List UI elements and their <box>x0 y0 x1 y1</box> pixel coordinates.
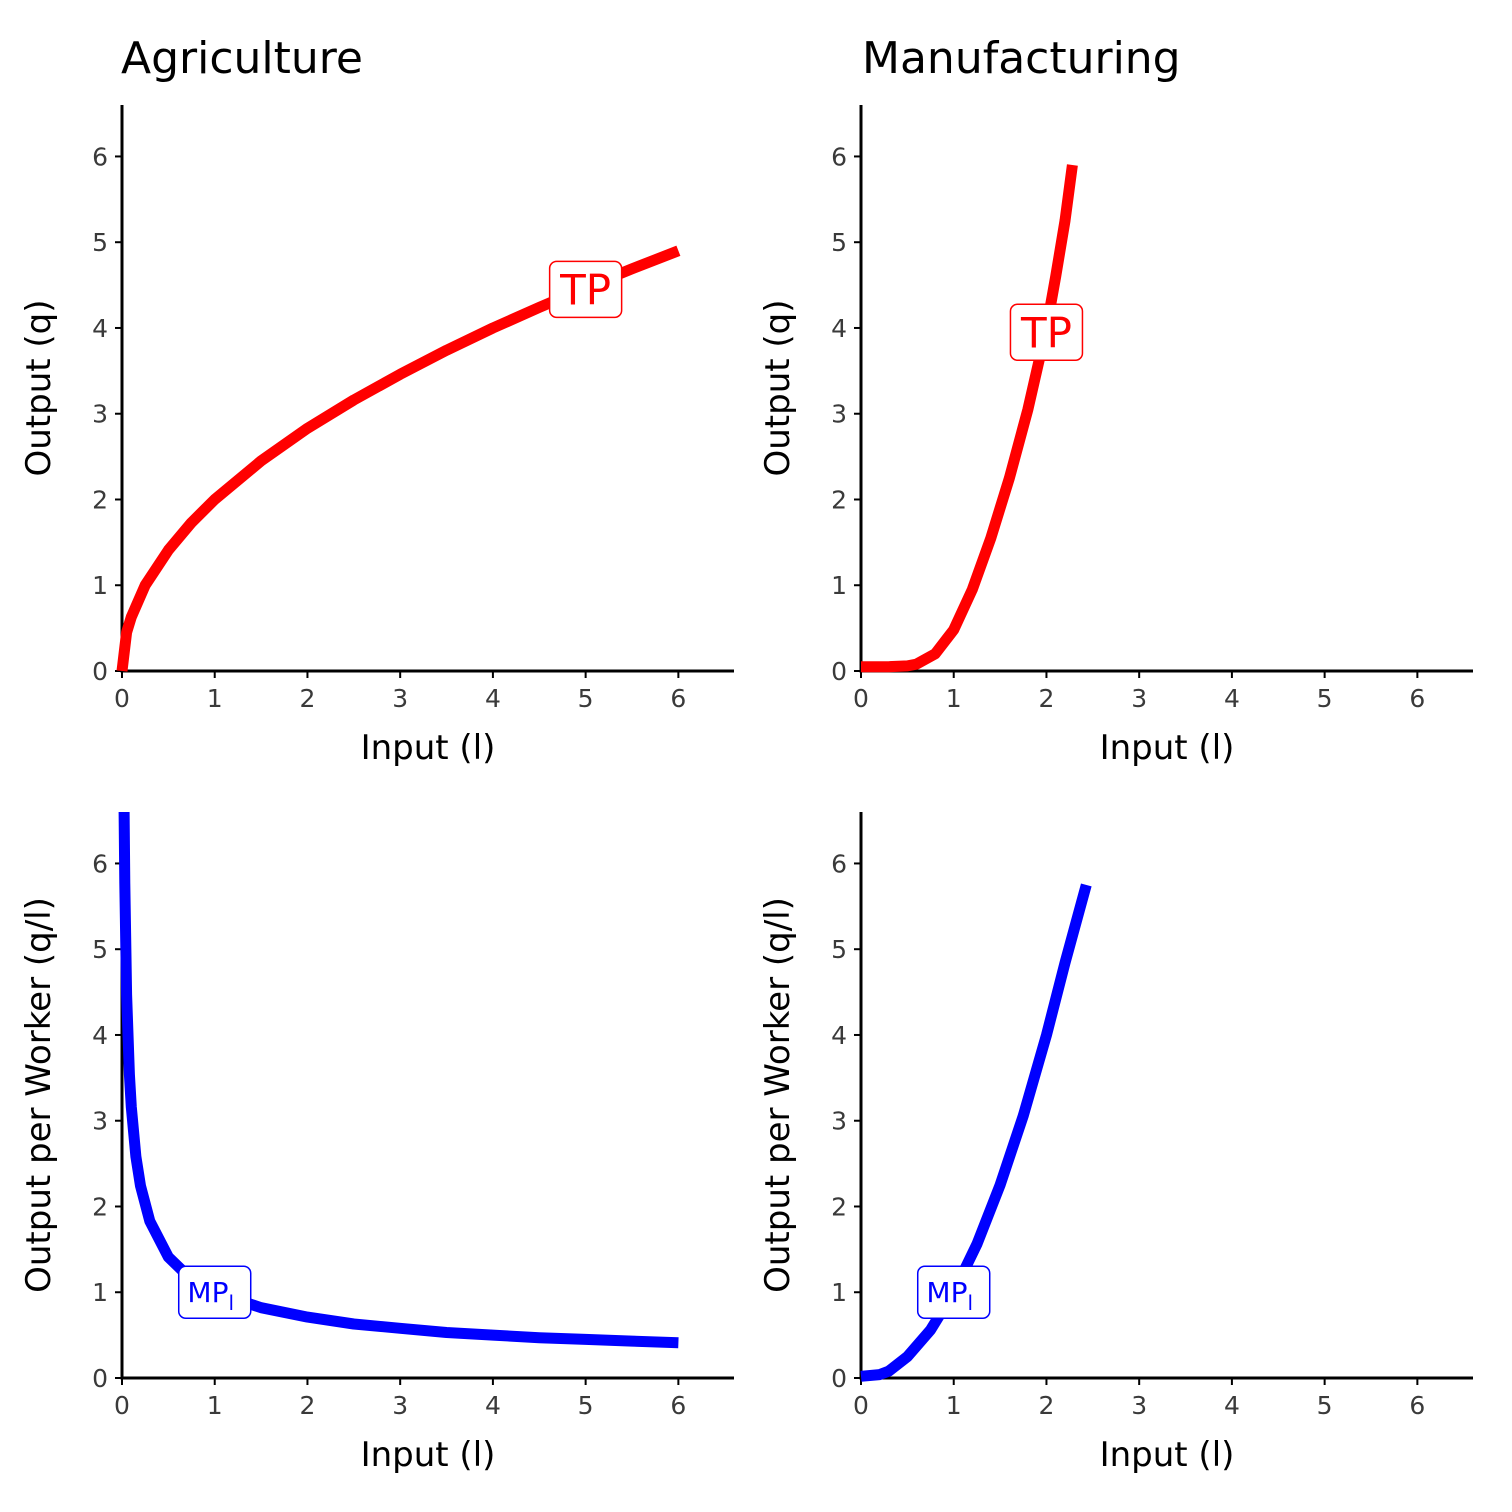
y-tick-label: 3 <box>92 400 108 429</box>
series-line-tp <box>861 164 1078 673</box>
x-axis-title: Input (l) <box>1100 728 1235 768</box>
x-tick-label: 1 <box>946 1391 962 1420</box>
y-tick-label: 6 <box>92 142 108 171</box>
panel-manufacturing-mp: 0 1 2 3 4 5 6 0 1 2 3 4 5 6 Input (l) Output per Worker… <box>758 812 1473 1475</box>
x-tick-label: 0 <box>853 1391 869 1420</box>
panels: 0 1 2 3 4 5 6 0 1 2 3 4 5 6 Input (l) Output (q) TP 0 1 2 3 4… <box>19 105 1473 1475</box>
y-tick-label: 4 <box>831 314 847 343</box>
x-tick-label: 3 <box>392 684 408 713</box>
y-tick-label: 0 <box>831 657 847 686</box>
x-tick-label: 2 <box>300 684 316 713</box>
x-tick-label: 5 <box>1317 1391 1333 1420</box>
y-tick-label: 2 <box>831 1192 847 1221</box>
y-tick-label: 5 <box>92 228 108 257</box>
y-axis-title: Output per Worker (q/l) <box>19 897 59 1293</box>
annotation-label: TP <box>1009 303 1084 362</box>
y-tick-label: 6 <box>831 142 847 171</box>
x-axis-title: Input (l) <box>1100 1435 1235 1475</box>
x-tick-label: 1 <box>946 684 962 713</box>
y-tick-label: 1 <box>92 571 108 600</box>
y-tick-label: 0 <box>92 1364 108 1393</box>
series-line-mp-l <box>118 811 679 1349</box>
annotation-label: MPl <box>916 1265 991 1319</box>
x-tick-label: 3 <box>1131 684 1147 713</box>
annotation-text-sub: l <box>967 1291 973 1315</box>
y-tick-label: 3 <box>831 400 847 429</box>
y-tick-label: 2 <box>831 485 847 514</box>
x-tick-label: 1 <box>207 684 223 713</box>
y-tick-label: 0 <box>92 657 108 686</box>
x-tick-label: 0 <box>114 684 130 713</box>
y-tick-label: 6 <box>92 849 108 878</box>
annotation-text: MPl <box>926 1276 973 1315</box>
annotation-label: MPl <box>177 1265 252 1319</box>
y-tick-label: 5 <box>92 935 108 964</box>
x-tick-label: 6 <box>1409 684 1425 713</box>
x-tick-label: 6 <box>670 1391 686 1420</box>
annotation-text-main: MP <box>926 1276 967 1309</box>
x-tick-label: 2 <box>1039 1391 1055 1420</box>
y-tick-label: 0 <box>831 1364 847 1393</box>
x-axis-title: Input (l) <box>361 728 496 768</box>
annotation-text: MPl <box>187 1276 234 1315</box>
y-tick-label: 3 <box>92 1107 108 1136</box>
x-tick-label: 2 <box>300 1391 316 1420</box>
y-tick-label: 4 <box>92 1021 108 1050</box>
y-tick-label: 6 <box>831 849 847 878</box>
y-tick-label: 3 <box>831 1107 847 1136</box>
y-tick-label: 5 <box>831 228 847 257</box>
y-axis-title: Output (q) <box>19 299 59 476</box>
x-axis-title: Input (l) <box>361 1435 496 1475</box>
annotation-text: TP <box>1020 308 1072 357</box>
x-tick-label: 5 <box>578 684 594 713</box>
y-tick-label: 1 <box>831 571 847 600</box>
panel-agriculture-mp: 0 1 2 3 4 5 6 0 1 2 3 4 5 6 Input (l) Output per Worker… <box>19 811 734 1475</box>
y-tick-label: 1 <box>92 1278 108 1307</box>
x-tick-label: 6 <box>1409 1391 1425 1420</box>
annotation-box <box>1009 303 1084 362</box>
y-axis-title: Output (q) <box>758 299 798 476</box>
x-tick-label: 6 <box>670 684 686 713</box>
x-tick-label: 4 <box>485 1391 501 1420</box>
panel-title-agriculture: Agriculture <box>121 33 363 84</box>
x-tick-label: 5 <box>578 1391 594 1420</box>
panel-agriculture-tp: 0 1 2 3 4 5 6 0 1 2 3 4 5 6 Input (l) Output (q) TP <box>19 105 734 768</box>
annotation-text-sub: l <box>228 1291 234 1315</box>
x-tick-label: 3 <box>1131 1391 1147 1420</box>
annotation-box <box>916 1265 991 1319</box>
x-tick-label: 5 <box>1317 684 1333 713</box>
y-axis-title: Output per Worker (q/l) <box>758 897 798 1293</box>
x-tick-label: 1 <box>207 1391 223 1420</box>
panel-manufacturing-tp: 0 1 2 3 4 5 6 0 1 2 3 4 5 6 Input (l) Output (q) TP <box>758 105 1473 768</box>
x-tick-label: 4 <box>1224 684 1240 713</box>
x-tick-label: 2 <box>1039 684 1055 713</box>
y-tick-label: 5 <box>831 935 847 964</box>
y-tick-label: 1 <box>831 1278 847 1307</box>
panel-title-manufacturing: Manufacturing <box>862 33 1181 84</box>
annotation-box <box>548 260 623 319</box>
x-tick-label: 4 <box>485 684 501 713</box>
annotation-text: TP <box>559 265 611 314</box>
x-tick-label: 3 <box>392 1391 408 1420</box>
x-tick-label: 0 <box>114 1391 130 1420</box>
y-tick-label: 4 <box>831 1021 847 1050</box>
x-tick-label: 0 <box>853 684 869 713</box>
annotation-box <box>177 1265 252 1319</box>
y-tick-label: 2 <box>92 1192 108 1221</box>
y-tick-label: 4 <box>92 314 108 343</box>
x-tick-label: 4 <box>1224 1391 1240 1420</box>
annotation-label: TP <box>548 260 623 319</box>
annotation-text-main: MP <box>187 1276 228 1309</box>
y-tick-label: 2 <box>92 485 108 514</box>
